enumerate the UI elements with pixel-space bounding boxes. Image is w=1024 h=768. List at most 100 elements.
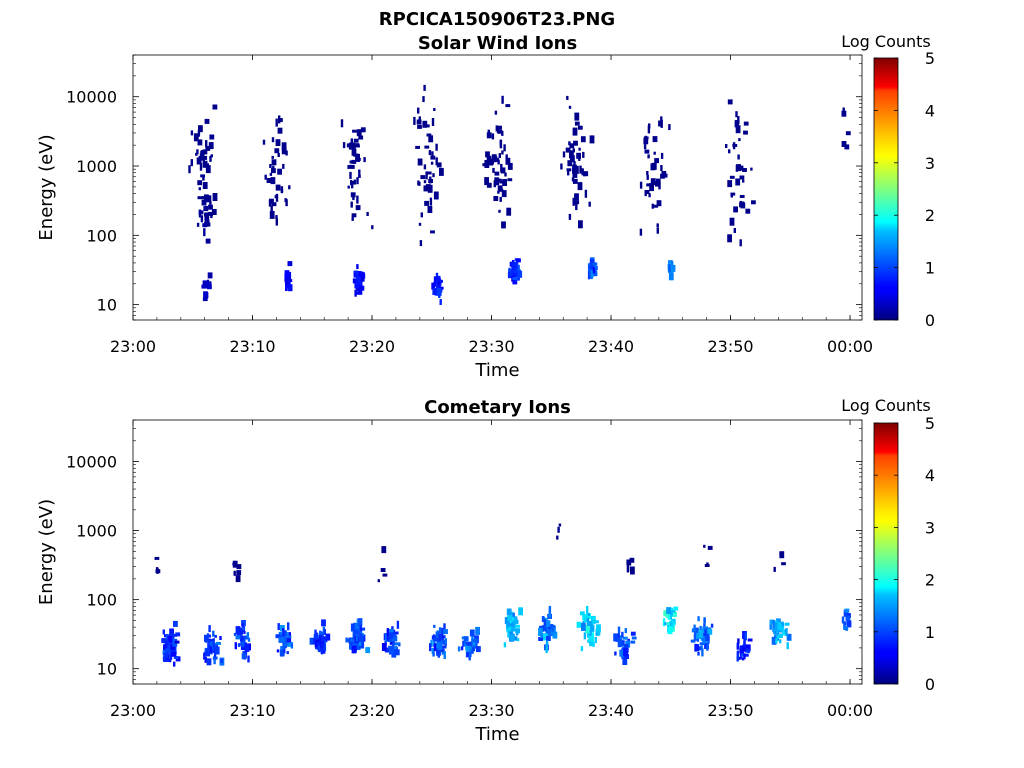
data-cell (845, 615, 851, 621)
data-cell (557, 526, 560, 533)
data-cell (653, 151, 656, 155)
data-cell (209, 647, 212, 653)
data-cell (381, 643, 387, 651)
data-cell (354, 631, 360, 635)
data-cell (443, 651, 446, 659)
data-cell (595, 632, 599, 636)
data-cell (583, 632, 587, 640)
data-cell (589, 266, 595, 269)
data-cell (210, 642, 213, 647)
data-cell (213, 656, 216, 665)
data-cell (670, 264, 676, 272)
data-cell (240, 636, 243, 642)
data-cell (156, 567, 159, 574)
data-cell (518, 607, 523, 616)
data-cell (264, 174, 267, 180)
data-cell (208, 142, 214, 150)
data-cell (233, 632, 237, 636)
data-cell (538, 637, 543, 641)
data-cell (466, 646, 472, 651)
data-cell (353, 143, 356, 152)
data-cell (441, 645, 447, 649)
data-cell (209, 155, 212, 162)
data-cell (202, 297, 208, 302)
data-cell (551, 624, 554, 632)
data-cell (737, 154, 740, 160)
data-cell (353, 273, 357, 277)
data-cell (786, 633, 792, 641)
data-cell (646, 183, 651, 187)
data-cell (428, 135, 434, 143)
data-cell (355, 205, 361, 211)
data-cell (359, 273, 365, 282)
data-cell (644, 149, 650, 154)
data-cell (670, 623, 675, 632)
data-cell (270, 177, 276, 185)
data-cell (656, 223, 659, 228)
data-cell (647, 125, 651, 134)
data-cell (350, 623, 356, 632)
data-cell (509, 623, 515, 627)
data-cell (211, 209, 217, 215)
data-cell (388, 646, 394, 655)
data-cell (202, 149, 208, 155)
x-tick-label: 23:20 (349, 337, 395, 356)
data-cell (262, 139, 266, 145)
data-cell (275, 184, 281, 191)
data-cell (558, 523, 562, 527)
colorbar (873, 57, 899, 321)
data-cell (499, 139, 502, 146)
data-cell (340, 119, 344, 128)
data-cell (365, 647, 371, 654)
colorbar-label: Log Counts (841, 32, 931, 51)
data-cell (356, 153, 359, 162)
data-cell (351, 182, 354, 189)
data-cell (736, 652, 740, 658)
data-cell (506, 608, 512, 616)
data-cell (173, 661, 176, 667)
data-cell (589, 135, 595, 144)
data-cell (583, 171, 589, 177)
data-cell (702, 635, 706, 644)
data-cell (778, 634, 783, 638)
data-cell (517, 270, 523, 278)
axes-frame (132, 54, 863, 321)
data-cell (596, 624, 601, 633)
data-cell (476, 646, 481, 653)
x-tick-label: 23:30 (468, 337, 514, 356)
data-cell (444, 638, 447, 645)
data-cell (287, 622, 290, 631)
data-cell (270, 200, 273, 205)
data-cell (271, 159, 277, 166)
data-cell (568, 105, 572, 109)
data-cell (214, 646, 220, 655)
data-cell (424, 124, 430, 128)
data-cell (744, 632, 747, 641)
data-cell (516, 638, 520, 642)
data-cell (212, 104, 218, 110)
data-cell (204, 219, 210, 224)
panel-title: Cometary Ions (424, 397, 571, 418)
x-axis-label: Time (474, 360, 519, 381)
y-tick-label: 100 (86, 226, 117, 245)
data-cell (736, 655, 739, 662)
data-cell (739, 239, 742, 247)
data-cell (546, 636, 551, 641)
data-cell (737, 179, 740, 183)
data-cell (315, 646, 318, 650)
data-cell (283, 643, 287, 647)
data-cell (516, 619, 519, 624)
data-cell (173, 656, 179, 659)
data-cell (510, 635, 513, 641)
data-cell (513, 268, 519, 274)
data-cell (436, 630, 440, 634)
data-cell (282, 627, 285, 636)
data-cell (275, 118, 278, 127)
data-cell (501, 221, 506, 229)
colorbar-tick-label: 0 (925, 675, 935, 694)
data-cell (500, 167, 506, 174)
data-cell (274, 195, 277, 199)
data-cell (277, 623, 280, 631)
data-cell (545, 640, 549, 648)
data-cell (353, 138, 359, 143)
